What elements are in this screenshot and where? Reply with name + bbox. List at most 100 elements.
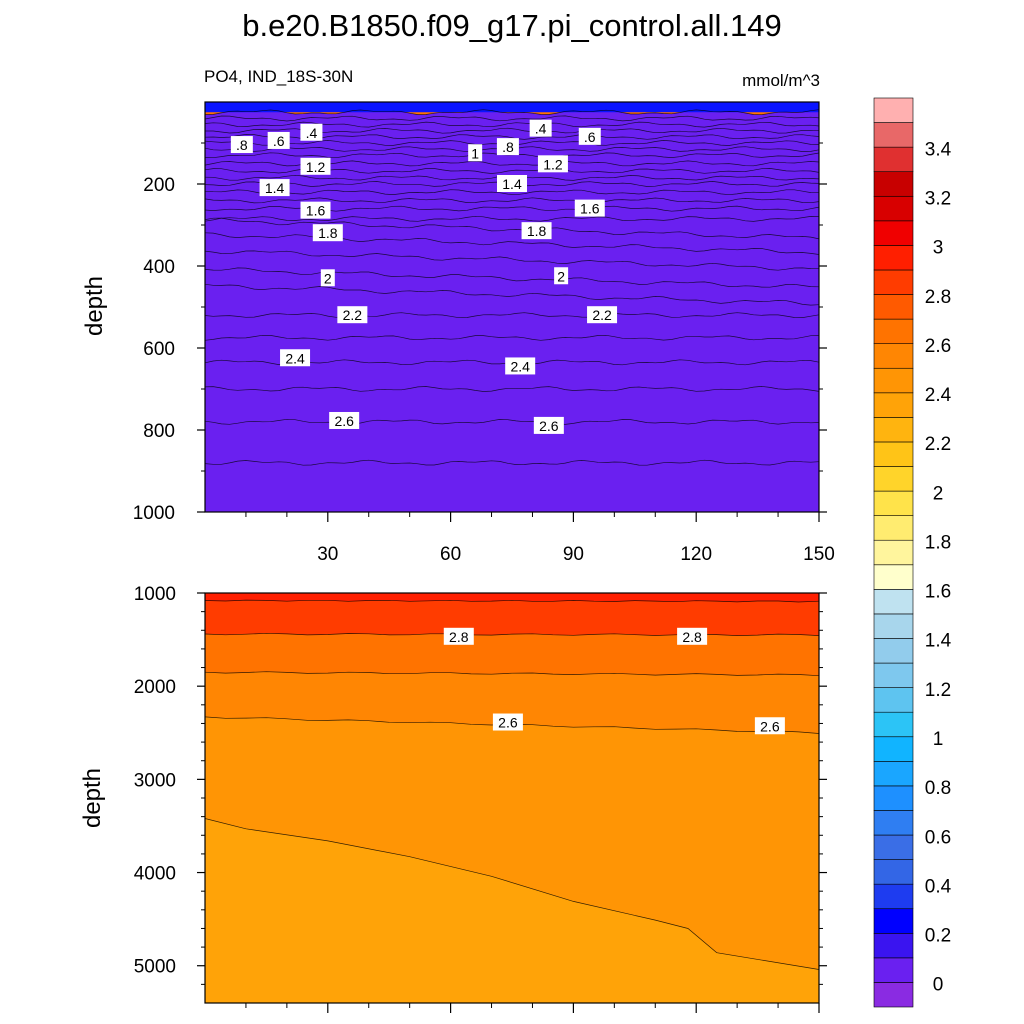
upper-contour-label: 1.4 <box>502 176 522 192</box>
upper-contour-label: 2.2 <box>592 307 612 323</box>
colorbar-label: 3 <box>933 238 944 259</box>
lower-top-band <box>205 593 819 602</box>
lower-contour-label: 2.8 <box>449 629 469 645</box>
upper-contour-line <box>204 312 820 319</box>
colorbar-swatch <box>873 638 914 664</box>
lower-contour-label-bg <box>443 627 474 645</box>
upper-contour-line <box>204 418 820 425</box>
upper-contour-label-bg <box>320 269 335 287</box>
colorbar-label: 2.6 <box>925 336 951 357</box>
upper-contour-label-bg <box>533 416 564 434</box>
upper-contour-line <box>204 197 820 204</box>
colorbar-swatch <box>873 269 914 295</box>
colorbar: 0 0.2 0.4 0.6 0.8 1 1.2 1.4 1.6 1.8 2 2.2 2.4 2.6 2.8 3… <box>873 97 952 1008</box>
lower-contour-label-bg <box>754 717 785 735</box>
upper-contour-label-bg <box>300 157 331 175</box>
lower-ylabel: depth <box>79 768 106 828</box>
colorbar-swatch <box>873 195 914 222</box>
units-subtitle: mmol/m^3 <box>742 71 820 90</box>
chart-title: b.e20.B1850.f09_g17.pi_control.all.149 <box>242 8 782 43</box>
upper-contour-line <box>204 334 820 341</box>
upper-contour-label-bg <box>521 222 552 240</box>
colorbar-swatch <box>873 687 914 713</box>
upper-contour-label: 1.2 <box>543 156 563 172</box>
colorbar-label: 0 <box>933 975 944 996</box>
upper-contour-label-bg <box>259 179 290 197</box>
colorbar-swatch <box>873 564 914 590</box>
colorbar-swatch <box>873 122 914 148</box>
upper-contour-line <box>204 121 820 128</box>
upper-contour-label-bg <box>497 175 527 192</box>
colorbar-swatch <box>873 662 914 688</box>
colorbar-swatch <box>873 515 914 541</box>
colorbar-swatch <box>873 171 914 197</box>
colorbar-swatch <box>873 367 914 394</box>
upper-contour-label-bg <box>537 155 568 173</box>
upper-contour-line <box>204 217 820 240</box>
colorbar-swatch <box>873 343 914 369</box>
upper-contour-label: 2.2 <box>343 307 363 323</box>
upper-contour-label: 1.8 <box>318 225 338 241</box>
colorbar-label: 2 <box>933 483 944 504</box>
upper-panel: .8.6.41.21.41.61.822.22.42.61.8.4.61.21.… <box>133 101 835 565</box>
upper-contour-label-bg <box>300 201 331 219</box>
upper-contour-line <box>204 232 820 255</box>
upper-xtick-label: 30 <box>317 544 338 565</box>
colorbar-swatch <box>873 318 914 344</box>
upper-contour-label-bg <box>280 349 311 367</box>
colorbar-swatch <box>873 392 914 418</box>
colorbar-swatch <box>873 417 914 443</box>
lower-ytick-label: 3000 <box>134 770 176 791</box>
lower-ytick-label: 2000 <box>134 677 176 698</box>
upper-contour-line <box>204 109 820 116</box>
upper-contour-label-bg <box>587 306 618 324</box>
upper-contour-label-bg <box>267 131 290 149</box>
upper-contour-label-bg <box>468 144 483 162</box>
colorbar-swatch <box>873 957 914 983</box>
upper-contour-label: 2.6 <box>334 413 354 429</box>
colorbar-label: 1.8 <box>925 532 951 553</box>
upper-contour-label: 1 <box>471 145 479 161</box>
upper-contour-line <box>204 250 820 271</box>
colorbar-label: 0.8 <box>925 778 951 799</box>
lower-contour-label: 2.6 <box>498 715 518 731</box>
upper-contour-label-bg <box>496 138 519 156</box>
colorbar-swatch <box>873 294 914 320</box>
colorbar-swatch <box>873 97 914 123</box>
upper-contour-label-bg <box>574 199 605 217</box>
upper-contour-label: .4 <box>535 121 547 137</box>
colorbar-swatch <box>873 245 914 271</box>
colorbar-label: 2.8 <box>925 287 951 308</box>
upper-contour-line <box>204 267 820 288</box>
upper-ylabel: depth <box>81 276 108 336</box>
lower-panel: 2.8 2.8 2.6 2.6 1000 2000 3000 4000 5000 <box>134 584 827 1013</box>
upper-contour-label: .8 <box>236 137 248 153</box>
upper-contour-label-bg <box>505 357 536 375</box>
colorbar-label: 0.4 <box>925 876 952 897</box>
colorbar-swatch <box>873 613 914 639</box>
lower-contour-label: 2.6 <box>760 718 780 734</box>
upper-contour-label: 1.6 <box>580 201 600 217</box>
upper-contour-line <box>204 386 820 392</box>
upper-xtick-label: 150 <box>803 544 835 565</box>
upper-xtick-label: 60 <box>440 544 461 565</box>
upper-contour-line <box>204 283 820 306</box>
upper-xtick-label: 90 <box>563 544 584 565</box>
lower-contour-line <box>204 632 820 636</box>
colorbar-swatch <box>873 146 914 173</box>
colorbar-label: 0.2 <box>925 926 951 947</box>
upper-contour-line <box>204 215 820 222</box>
upper-contour-label: 2 <box>557 268 565 284</box>
upper-ytick-label: 400 <box>143 257 175 278</box>
colorbar-label: 3.2 <box>925 188 951 209</box>
upper-contour-label-bg <box>230 136 253 154</box>
upper-contour-label: .6 <box>584 129 596 145</box>
colorbar-swatch <box>873 539 914 566</box>
colorbar-swatch <box>873 711 914 738</box>
upper-contour-label: .4 <box>306 125 318 141</box>
colorbar-swatch <box>873 834 914 860</box>
colorbar-swatch <box>873 859 914 885</box>
upper-xtick-label: 120 <box>680 544 712 565</box>
upper-ytick-label: 800 <box>143 421 175 442</box>
